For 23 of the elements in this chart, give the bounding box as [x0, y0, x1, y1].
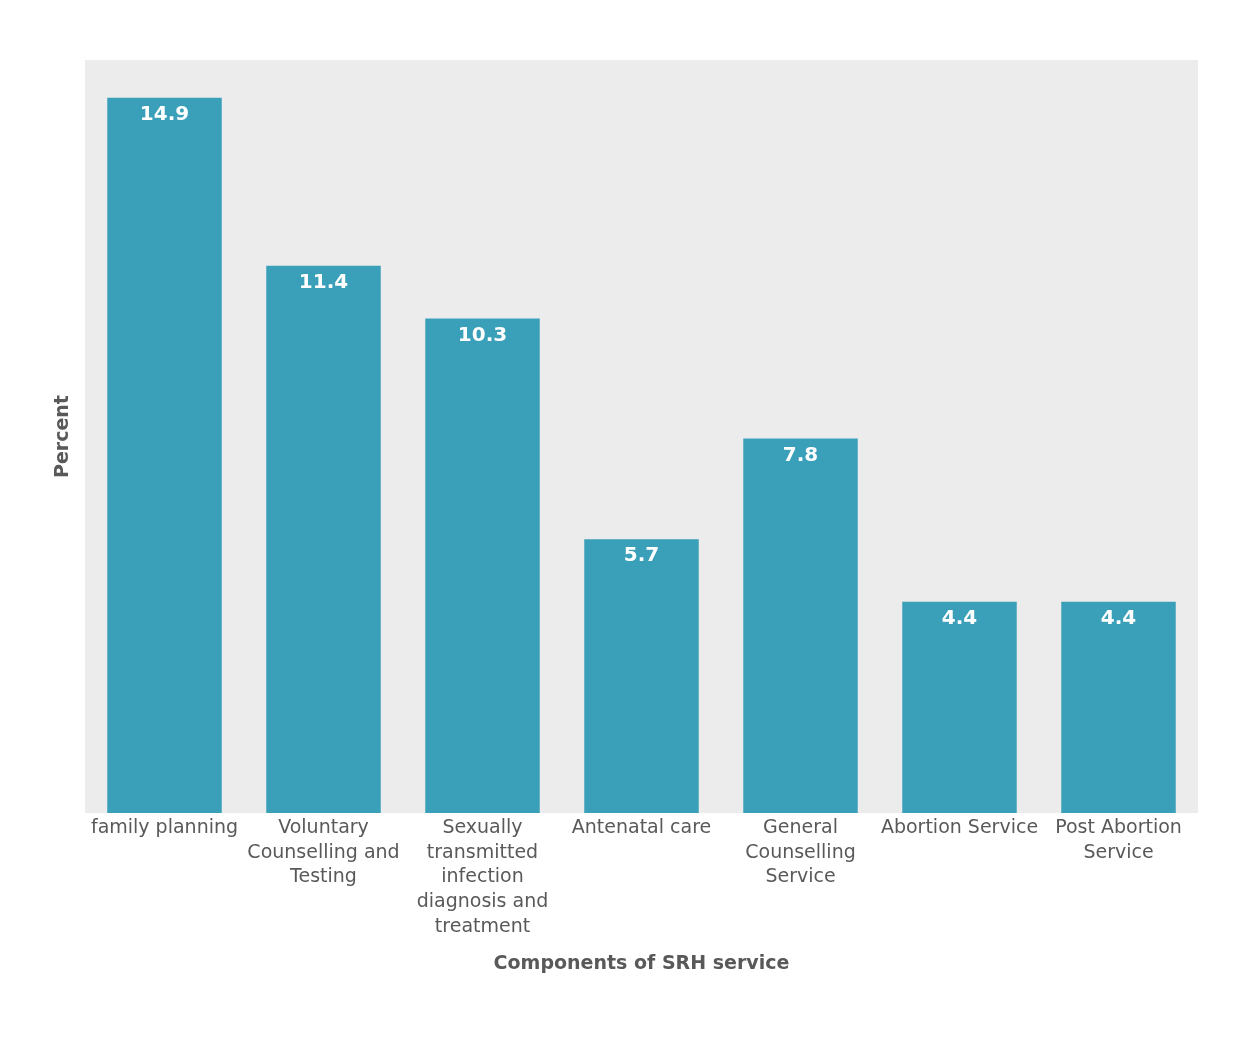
- data-label: 10.3: [457, 321, 508, 346]
- bar: [266, 265, 381, 813]
- bar: [1061, 601, 1176, 813]
- x-tick-label: General Counselling Service: [745, 815, 856, 887]
- data-label: 11.4: [298, 268, 349, 293]
- data-label: 4.4: [941, 604, 978, 629]
- data-label: 7.8: [782, 441, 819, 466]
- data-label: 4.4: [1100, 604, 1137, 629]
- x-tick-label: Sexually transmitted infection diagnosis and treatment: [416, 815, 549, 936]
- data-label: 14.9: [139, 100, 190, 125]
- data-label: 5.7: [623, 542, 660, 567]
- x-axis-title: Components of SRH service: [493, 950, 790, 973]
- bar: [743, 438, 858, 813]
- x-tick-label: Antenatal care: [571, 815, 712, 837]
- x-tick-label: Abortion Service: [880, 815, 1039, 837]
- x-tick-label: Post Abortion Service: [1055, 815, 1182, 862]
- x-tick-label: family planning: [90, 815, 239, 837]
- bar: [584, 539, 699, 813]
- bar: [902, 601, 1017, 813]
- y-axis-title: Percent: [49, 395, 72, 478]
- bar: [107, 97, 222, 813]
- x-tick-label: Voluntary Counselling and Testing: [247, 815, 400, 887]
- bar: [425, 318, 540, 813]
